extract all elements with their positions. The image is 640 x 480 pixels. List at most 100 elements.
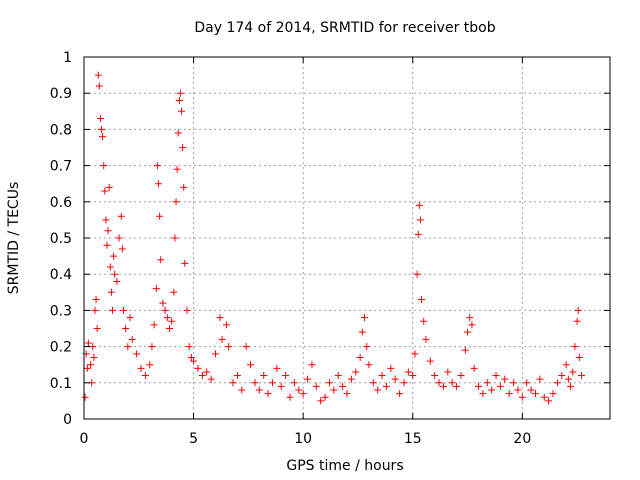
data-point	[468, 321, 476, 329]
data-point	[339, 382, 347, 390]
data-point	[409, 372, 417, 380]
data-point	[286, 393, 294, 401]
data-point	[181, 259, 189, 267]
data-point	[172, 198, 180, 206]
y-tick-label: 0.1	[50, 376, 72, 392]
data-point	[173, 165, 181, 173]
data-point	[225, 343, 233, 351]
data-point	[573, 317, 581, 325]
data-point	[518, 393, 526, 401]
data-point	[416, 216, 424, 224]
data-point	[89, 343, 97, 351]
data-point	[510, 379, 518, 387]
data-point	[461, 346, 469, 354]
data-point	[98, 125, 106, 133]
data-point	[247, 361, 255, 369]
data-point	[501, 375, 509, 383]
data-point	[165, 325, 173, 332]
data-point	[347, 375, 355, 383]
data-point	[562, 361, 570, 369]
data-point	[102, 216, 110, 224]
y-tick-label: 0	[63, 412, 72, 428]
data-point	[105, 183, 113, 191]
data-point	[325, 379, 333, 387]
data-point	[242, 343, 250, 351]
data-point	[483, 379, 491, 387]
data-point	[179, 144, 187, 151]
y-tick-label: 0.2	[50, 340, 72, 356]
data-point	[334, 372, 342, 380]
data-point	[264, 390, 272, 398]
data-point	[185, 343, 193, 351]
data-point	[466, 314, 474, 322]
data-point	[404, 368, 412, 376]
data-point	[374, 386, 382, 394]
data-point	[146, 361, 154, 369]
data-point	[87, 361, 95, 369]
data-point	[111, 270, 119, 278]
data-point	[94, 71, 102, 79]
data-point	[91, 306, 99, 314]
y-tick-label: 0.7	[50, 159, 72, 175]
data-point	[578, 372, 586, 380]
data-point	[194, 364, 202, 372]
data-point	[378, 372, 386, 380]
data-point	[106, 263, 114, 271]
data-point	[352, 368, 360, 376]
data-point	[174, 129, 182, 137]
data-point	[312, 382, 320, 390]
data-point	[95, 82, 103, 90]
data-point	[540, 393, 548, 401]
data-point	[363, 343, 371, 351]
data-point	[183, 306, 191, 314]
x-tick-label: 5	[189, 431, 198, 447]
data-point	[527, 386, 535, 394]
data-point	[260, 372, 268, 380]
data-point	[505, 390, 513, 398]
data-point	[330, 386, 338, 394]
data-point	[411, 350, 419, 358]
data-point	[255, 386, 263, 394]
data-point	[101, 187, 109, 195]
data-point	[161, 306, 169, 314]
data-point	[553, 379, 561, 387]
data-point	[356, 353, 364, 361]
data-point	[171, 234, 179, 242]
data-point	[137, 364, 145, 372]
data-point	[569, 368, 577, 376]
data-point	[159, 299, 167, 307]
grid-lines	[84, 57, 610, 419]
y-tick-label: 0.9	[50, 86, 72, 102]
data-point	[431, 372, 439, 380]
data-point	[168, 317, 176, 325]
data-point	[115, 234, 123, 242]
data-point	[110, 252, 118, 260]
data-point	[422, 335, 430, 343]
data-point	[124, 343, 132, 351]
data-point	[218, 335, 226, 343]
data-point	[414, 230, 422, 238]
data-point	[148, 343, 156, 351]
data-point	[475, 382, 482, 390]
data-point	[150, 321, 158, 329]
data-point	[104, 227, 112, 235]
data-point	[343, 390, 351, 398]
data-point	[396, 390, 404, 398]
data-point	[117, 212, 125, 220]
data-point	[418, 296, 426, 304]
data-point	[99, 133, 107, 141]
data-point	[444, 368, 452, 376]
data-point	[545, 397, 553, 405]
data-point	[558, 372, 566, 380]
data-point	[108, 306, 116, 314]
data-point	[321, 393, 329, 401]
data-point	[178, 107, 186, 115]
data-point	[391, 375, 399, 383]
data-point	[141, 372, 149, 380]
data-point	[290, 379, 298, 387]
x-tick-label: 10	[294, 431, 312, 447]
data-point	[190, 357, 198, 365]
y-tick-label: 0.3	[50, 303, 72, 319]
data-point	[216, 314, 224, 322]
